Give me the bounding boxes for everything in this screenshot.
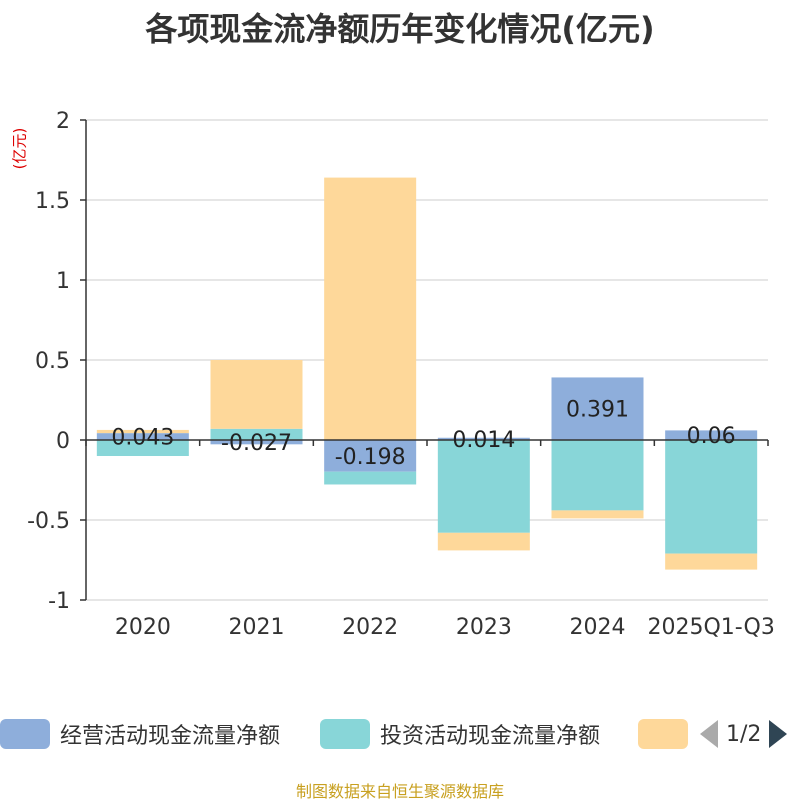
y-tick-label: 1.5: [35, 189, 70, 214]
stacked-bar-chart: 2 1.5 1 0.5 0 -0.5 -1 2020 2021 2022 2023 2024 2025Q…: [27, 109, 775, 640]
legend-swatch-operating: [0, 719, 50, 749]
data-label: -0.027: [221, 431, 292, 456]
data-label: 0.043: [111, 426, 174, 451]
bar-segment: [437, 532, 530, 551]
x-tick-label: 2020: [115, 615, 171, 640]
data-label: 0.391: [566, 398, 629, 423]
bar-segment: [437, 437, 530, 440]
x-tick-label: 2022: [342, 615, 398, 640]
pager-page-text: 1/2: [726, 721, 762, 747]
bar-segment: [551, 510, 644, 519]
x-tick-label: 2025Q1-Q3: [647, 615, 774, 640]
bar-segment: [210, 428, 303, 440]
legend-pager: 1/2: [700, 716, 788, 752]
bar-segment: [324, 440, 417, 472]
y-axis-unit-label: (亿元): [10, 127, 29, 170]
y-axis-unit: (亿元): [10, 122, 34, 172]
legend-label-operating: 经营活动现金流量净额: [60, 724, 281, 749]
data-label: 0.06: [687, 424, 736, 449]
bar-segment: [665, 430, 758, 440]
y-tick-label: 2: [56, 109, 70, 134]
bar-segment: [96, 440, 189, 456]
bar-segment: [210, 440, 303, 445]
bar-segment: [665, 553, 758, 570]
bar-segment: [96, 429, 189, 434]
chart-title: 各项现金流净额历年变化情况(亿元): [145, 10, 655, 48]
x-tick-label: 2021: [229, 615, 285, 640]
bar-segment: [551, 377, 644, 440]
legend-item-financing[interactable]: [638, 716, 688, 752]
y-tick-label: -1: [48, 589, 70, 614]
x-tick-label: 2024: [570, 615, 626, 640]
y-tick-label: -0.5: [27, 509, 70, 534]
data-label: -0.198: [335, 445, 406, 470]
bar-segment: [324, 177, 417, 440]
x-tick-label: 2023: [456, 615, 512, 640]
legend: 经营活动现金流量净额 投资活动现金流量净额 1/2: [0, 716, 800, 752]
bar-segment: [665, 440, 758, 554]
pager-prev-icon[interactable]: [700, 720, 718, 748]
data-label: 0.014: [452, 428, 515, 453]
legend-swatch-financing: [638, 719, 688, 749]
bar-segment: [437, 440, 530, 533]
bar-segment: [210, 360, 303, 429]
legend-label-investing: 投资活动现金流量净额: [380, 724, 601, 749]
pager-next-icon[interactable]: [769, 720, 788, 748]
bar-segment: [324, 471, 417, 485]
y-tick-label: 0: [56, 429, 70, 454]
legend-item-operating[interactable]: 经营活动现金流量净额: [0, 716, 280, 752]
bar-segment: [96, 433, 189, 440]
y-tick-label: 1: [56, 269, 70, 294]
legend-swatch-investing: [320, 719, 370, 749]
bar-segment: [551, 440, 644, 511]
legend-item-investing[interactable]: 投资活动现金流量净额: [320, 716, 600, 752]
data-source-note: 制图数据来自恒生聚源数据库: [295, 782, 504, 801]
y-tick-label: 0.5: [35, 349, 70, 374]
